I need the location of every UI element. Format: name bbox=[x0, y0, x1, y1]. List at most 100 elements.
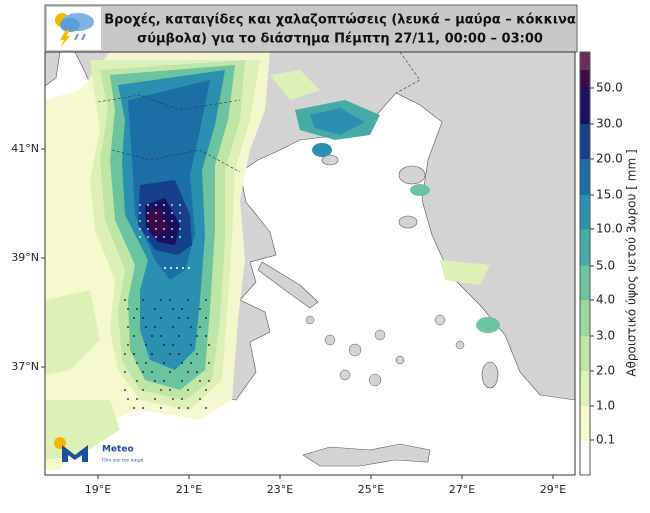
storm-dot bbox=[133, 335, 135, 337]
storm-dot bbox=[142, 317, 144, 319]
storm-dot bbox=[155, 212, 157, 214]
storm-dot bbox=[172, 398, 174, 400]
colorbar-segment bbox=[580, 229, 590, 266]
storm-dot bbox=[163, 220, 165, 222]
storm-dot bbox=[154, 308, 156, 310]
storm-dot bbox=[155, 228, 157, 230]
storm-dot bbox=[196, 371, 198, 373]
storm-dot bbox=[163, 362, 165, 364]
storm-dot bbox=[187, 317, 189, 319]
storm-dot bbox=[178, 335, 180, 337]
island bbox=[302, 443, 431, 467]
storm-dot bbox=[127, 344, 129, 346]
storm-dot bbox=[160, 317, 162, 319]
storm-dot bbox=[178, 317, 180, 319]
storm-dot bbox=[147, 220, 149, 222]
colorbar-title: Αθροιστικό ύψος υετού 3ωρου [ mm ] bbox=[625, 149, 639, 376]
storm-dot bbox=[147, 212, 149, 214]
storm-dot bbox=[178, 407, 180, 409]
storm-dot bbox=[155, 236, 157, 238]
island bbox=[398, 165, 426, 185]
storm-dot bbox=[169, 371, 171, 373]
storm-dot bbox=[171, 204, 173, 206]
storm-dot bbox=[205, 299, 207, 301]
lon-label: 23°E bbox=[267, 483, 293, 496]
storm-dot bbox=[163, 380, 165, 382]
storm-dot bbox=[187, 389, 189, 391]
lat-label: 39°N bbox=[11, 251, 39, 264]
storm-dot bbox=[163, 236, 165, 238]
storm-dot bbox=[124, 371, 126, 373]
storm-dot bbox=[154, 380, 156, 382]
storm-dot bbox=[136, 308, 138, 310]
storm-dot bbox=[124, 353, 126, 355]
storm-dot bbox=[179, 212, 181, 214]
island bbox=[257, 261, 319, 309]
storm-dot bbox=[196, 353, 198, 355]
colorbar-segment bbox=[580, 440, 590, 475]
colorbar-segment bbox=[580, 195, 590, 229]
storm-dot bbox=[133, 407, 135, 409]
storm-dot bbox=[124, 299, 126, 301]
colorbar-segment bbox=[580, 406, 590, 440]
storm-dot bbox=[208, 362, 210, 364]
storm-dot bbox=[170, 267, 172, 269]
storm-dot bbox=[127, 398, 129, 400]
storm-dot bbox=[155, 204, 157, 206]
storm-dot bbox=[171, 212, 173, 214]
storm-dot bbox=[133, 317, 135, 319]
storm-dot bbox=[145, 344, 147, 346]
colorbar-label: 1.0 bbox=[596, 399, 615, 413]
storm-dot bbox=[171, 220, 173, 222]
storm-dot bbox=[199, 308, 201, 310]
lon-label: 27°E bbox=[449, 483, 475, 496]
colorbar-segment bbox=[580, 159, 590, 195]
storm-dot bbox=[163, 228, 165, 230]
colorbar-label: 10.0 bbox=[596, 222, 623, 236]
storm-dot bbox=[139, 228, 141, 230]
title-box bbox=[44, 4, 578, 53]
storm-dot bbox=[190, 344, 192, 346]
storm-dot bbox=[127, 308, 129, 310]
island bbox=[321, 154, 339, 166]
storm-dot bbox=[124, 389, 126, 391]
colorbar: 0.1 1.0 2.0 3.0 4.0 5.0 10.0 15.0 20.0 30.0 50.0 bbox=[580, 52, 623, 475]
lat-label: 41°N bbox=[11, 142, 39, 155]
storm-dot bbox=[154, 326, 156, 328]
storm-dot bbox=[160, 407, 162, 409]
land bbox=[45, 52, 61, 87]
storm-dot bbox=[142, 371, 144, 373]
storm-dot bbox=[154, 398, 156, 400]
storm-dot bbox=[142, 299, 144, 301]
title-line: Βροχές, καταιγίδες και χαλαζοπτώσεις (λε… bbox=[104, 13, 576, 28]
storm-dot bbox=[190, 362, 192, 364]
storm-dot bbox=[199, 380, 201, 382]
storm-dot bbox=[171, 228, 173, 230]
storm-dot bbox=[145, 362, 147, 364]
colorbar-segment bbox=[580, 300, 590, 336]
storm-dot bbox=[142, 389, 144, 391]
storm-dot bbox=[181, 398, 183, 400]
weather-icon bbox=[55, 13, 94, 48]
colorbar-label: 30.0 bbox=[596, 117, 623, 131]
storm-dot bbox=[169, 299, 171, 301]
storm-dot bbox=[133, 353, 135, 355]
colorbar-segment bbox=[580, 266, 590, 300]
colorbar-segment bbox=[580, 88, 590, 124]
logo-tagline: Όλα για τον καιρό bbox=[101, 457, 144, 464]
storm-dot bbox=[169, 389, 171, 391]
storm-dot bbox=[147, 236, 149, 238]
storm-dot bbox=[136, 398, 138, 400]
storm-dot bbox=[139, 204, 141, 206]
storm-dot bbox=[205, 335, 207, 337]
storm-dot bbox=[172, 344, 174, 346]
logo-name: Meteo bbox=[102, 445, 134, 455]
colorbar-label: 5.0 bbox=[596, 259, 615, 273]
storm-dot bbox=[196, 335, 198, 337]
lat-label: 37°N bbox=[11, 360, 39, 373]
lon-label: 21°E bbox=[176, 483, 202, 496]
title-line: σύμβολα) για το διάστημα Πέμπτη 27/11, 0… bbox=[137, 32, 543, 47]
storm-dot bbox=[187, 299, 189, 301]
colorbar-label: 20.0 bbox=[596, 152, 623, 166]
